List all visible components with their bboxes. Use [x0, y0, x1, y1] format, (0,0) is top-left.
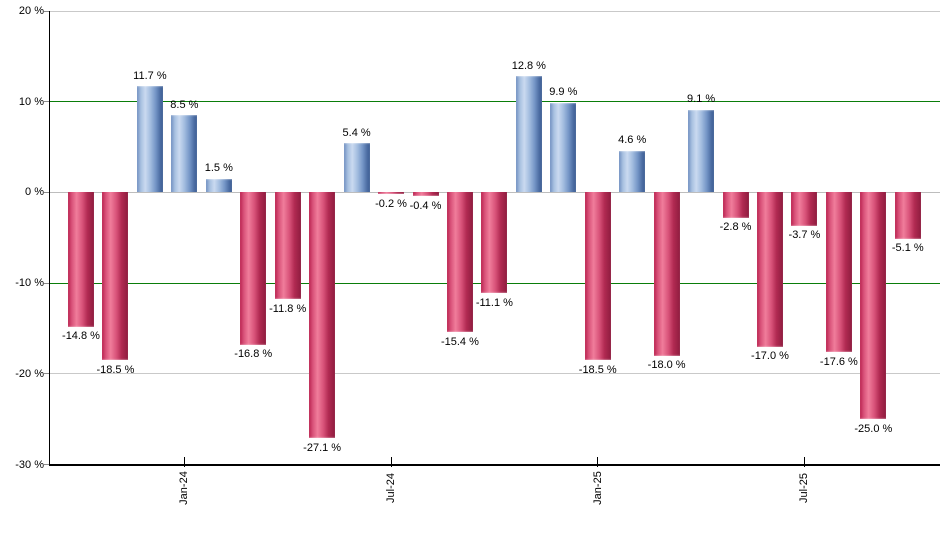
- bar[interactable]: [825, 192, 852, 353]
- bar-value-label: -25.0 %: [854, 422, 893, 435]
- bar-value-label: 11.7 %: [133, 69, 167, 82]
- x-axis-label: Jan-24: [178, 471, 191, 505]
- bar[interactable]: [274, 192, 301, 300]
- bar-value-label: -16.8 %: [234, 348, 273, 361]
- bar[interactable]: [171, 115, 198, 193]
- bar[interactable]: [688, 109, 715, 193]
- y-axis-label: 20 %: [18, 5, 44, 17]
- gridline-10: [49, 101, 940, 103]
- bar[interactable]: [309, 192, 336, 439]
- bar[interactable]: [550, 102, 577, 193]
- x-axis-label: Jan-25: [591, 471, 604, 505]
- bar-value-label: 1.5 %: [204, 162, 233, 175]
- bar-value-label: -5.1 %: [891, 242, 924, 255]
- bar[interactable]: [446, 192, 473, 333]
- bar[interactable]: [240, 192, 267, 345]
- bar-value-label: -17.0 %: [751, 350, 789, 363]
- y-axis-label: -20 %: [15, 367, 44, 380]
- x-axis-label: Jul-24: [385, 473, 398, 503]
- y-axis-tick: [44, 373, 49, 375]
- bar-value-label: -0.2 %: [375, 197, 407, 210]
- x-axis-tick: [803, 457, 805, 467]
- y-axis-label: 10 %: [18, 95, 44, 108]
- bar-value-label: -18.5 %: [96, 363, 135, 376]
- bar-value-label: 5.4 %: [342, 126, 371, 139]
- bar-value-label: 9.9 %: [549, 86, 578, 99]
- bar[interactable]: [653, 192, 680, 356]
- y-axis-tick: [44, 464, 49, 465]
- bar-value-label: -27.1 %: [303, 441, 342, 454]
- bar-value-label: -18.5 %: [578, 363, 617, 376]
- bar[interactable]: [757, 192, 783, 347]
- bar-value-label: 8.5 %: [170, 98, 199, 111]
- x-axis-label: Jul-25: [798, 473, 811, 503]
- bar-value-label: 12.8 %: [511, 59, 546, 72]
- bar-value-label: -14.8 %: [62, 330, 100, 343]
- bar-value-label: -11.1 %: [475, 296, 513, 309]
- bar[interactable]: [619, 150, 646, 193]
- y-axis-tick: [44, 282, 49, 284]
- x-axis-line: [49, 463, 940, 466]
- bar[interactable]: [515, 76, 542, 193]
- bar[interactable]: [343, 143, 370, 193]
- bar[interactable]: [102, 192, 129, 361]
- bar-value-label: 9.1 %: [687, 93, 716, 106]
- bar[interactable]: [378, 192, 405, 195]
- bar[interactable]: [894, 192, 921, 239]
- bar-value-label: -2.8 %: [719, 221, 752, 234]
- bar[interactable]: [722, 192, 749, 218]
- bar-value-label: -3.7 %: [788, 229, 821, 242]
- bar-value-label: 4.6 %: [618, 134, 647, 147]
- y-axis-label: -30 %: [15, 458, 44, 471]
- x-axis-tick: [390, 457, 392, 467]
- y-axis-label: 0 %: [25, 186, 44, 199]
- y-axis-label: -10 %: [15, 277, 44, 290]
- bar[interactable]: [205, 178, 232, 193]
- y-axis-tick: [44, 10, 49, 12]
- y-axis-line: [49, 11, 50, 466]
- bar-value-label: -15.4 %: [440, 335, 479, 348]
- gridline--20: [49, 373, 940, 375]
- bar[interactable]: [68, 192, 94, 327]
- bar-value-label: -18.0 %: [647, 359, 686, 372]
- x-axis-tick: [183, 457, 185, 467]
- bar[interactable]: [481, 192, 508, 294]
- bar[interactable]: [860, 192, 887, 420]
- bar-value-label: -0.4 %: [409, 199, 442, 212]
- gridline-20: [49, 10, 940, 12]
- bar[interactable]: [136, 86, 163, 193]
- x-axis-tick: [597, 457, 599, 467]
- bar-value-label: -11.8 %: [269, 302, 307, 315]
- y-axis-tick: [44, 101, 49, 103]
- bar[interactable]: [791, 192, 818, 226]
- bar[interactable]: [412, 192, 439, 197]
- y-axis-tick: [44, 191, 49, 193]
- bar[interactable]: [584, 192, 611, 361]
- bar-value-label: -17.6 %: [819, 355, 858, 368]
